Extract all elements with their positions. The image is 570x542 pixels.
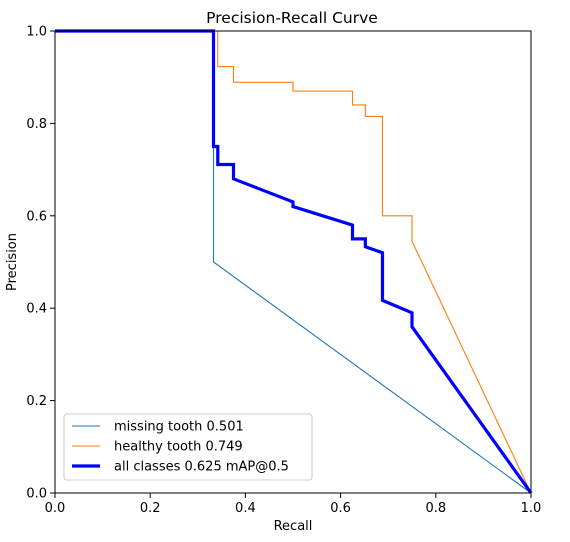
chart-title: Precision-Recall Curve xyxy=(206,9,378,27)
y-axis-label: Precision xyxy=(5,233,20,291)
series-line-2 xyxy=(55,29,533,494)
legend: missing tooth 0.501 healthy tooth 0.749 al… xyxy=(63,413,313,481)
legend-box xyxy=(63,413,313,481)
legend-label-1: healthy tooth 0.749 xyxy=(114,440,243,455)
y-tick-label: 0.4 xyxy=(26,302,47,317)
y-tick-label: 0.2 xyxy=(26,394,47,409)
x-tick-label: 0.4 xyxy=(235,501,256,516)
x-axis-label: Recall xyxy=(274,519,313,534)
x-tick-label: 0.8 xyxy=(425,501,446,516)
legend-label-0: missing tooth 0.501 xyxy=(114,420,244,435)
x-tick-label: 1.0 xyxy=(521,501,542,516)
x-tick-label: 0.2 xyxy=(140,501,161,516)
plot-frame xyxy=(54,30,532,494)
legend-label-2: all classes 0.625 mAP@0.5 xyxy=(114,460,289,475)
y-tick-label: 0.6 xyxy=(26,209,47,224)
x-tick-label: 0.0 xyxy=(45,501,66,516)
x-tick-label: 0.6 xyxy=(330,501,351,516)
x-axis-ticks: 0.0 0.2 0.4 0.6 0.8 1.0 xyxy=(45,493,542,516)
y-tick-label: 1.0 xyxy=(26,25,47,40)
y-tick-label: 0.8 xyxy=(26,117,47,132)
y-axis-ticks: 0.0 0.2 0.4 0.6 0.8 1.0 xyxy=(26,25,55,502)
series-line-1 xyxy=(55,30,532,494)
y-tick-label: 0.0 xyxy=(26,487,47,502)
